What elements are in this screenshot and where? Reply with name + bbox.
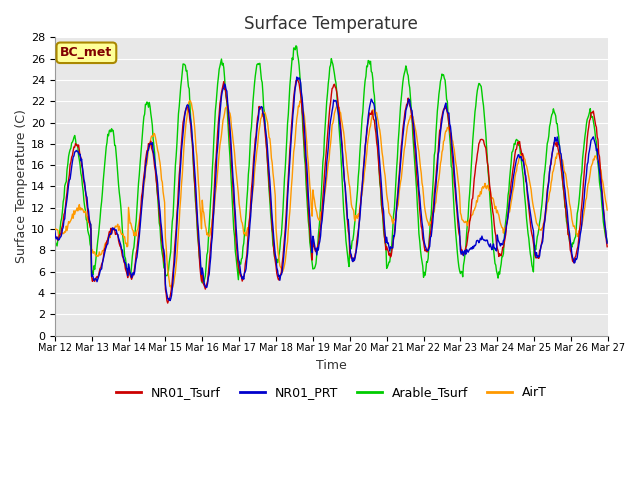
Title: Surface Temperature: Surface Temperature — [244, 15, 419, 33]
Legend: NR01_Tsurf, NR01_PRT, Arable_Tsurf, AirT: NR01_Tsurf, NR01_PRT, Arable_Tsurf, AirT — [111, 381, 552, 404]
Y-axis label: Surface Temperature (C): Surface Temperature (C) — [15, 109, 28, 264]
X-axis label: Time: Time — [316, 359, 347, 372]
Text: BC_met: BC_met — [60, 46, 113, 60]
